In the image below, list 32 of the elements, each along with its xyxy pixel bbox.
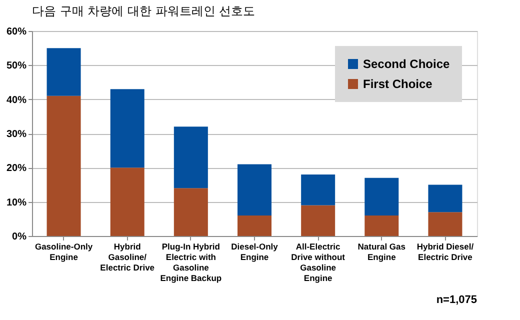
text: n=1,075 — [436, 294, 477, 306]
x-tick-label: Diesel-Only Engine — [231, 242, 278, 262]
bar — [174, 126, 208, 188]
bar — [428, 184, 462, 212]
x-tick-label: Natural Gas Engine — [358, 242, 406, 262]
x-tick-label: Gasoline-Only Engine — [34, 242, 93, 262]
y-tick-label: 40% — [6, 94, 27, 106]
x-tick-label: Hybrid Gasoline/ Electric Drive — [100, 242, 155, 272]
bar — [364, 216, 399, 236]
y-tick-label: 30% — [6, 129, 27, 140]
legend-label: First Choice — [363, 77, 433, 91]
bar — [428, 212, 462, 236]
y-tick-label: 20% — [6, 163, 27, 174]
legend-label: Second Choice — [363, 57, 450, 71]
bar — [46, 96, 81, 236]
bar — [364, 178, 399, 216]
y-tick-label: 0% — [12, 232, 27, 242]
bar — [110, 168, 144, 236]
x-tick-label: All-Electric Drive without Gasoline Engine — [291, 242, 346, 283]
bar — [301, 205, 336, 236]
x-tick-label: Plug-In Hybrid Electric with Gasoline Engine Backup — [160, 242, 222, 283]
chart-title: 다음 구매 차량에 대한 파워트레인 선호도 — [32, 4, 256, 18]
bar — [110, 89, 144, 168]
y-tick-label: 60% — [6, 26, 27, 38]
bar — [238, 164, 272, 216]
x-tick-label: Hybrid Diesel/Electric Drive — [416, 242, 474, 262]
bar — [174, 188, 208, 236]
bar — [301, 174, 336, 206]
bar — [238, 216, 272, 236]
y-tick-label: 10% — [6, 197, 27, 208]
y-tick-label: 50% — [6, 60, 27, 72]
bar — [46, 48, 81, 96]
